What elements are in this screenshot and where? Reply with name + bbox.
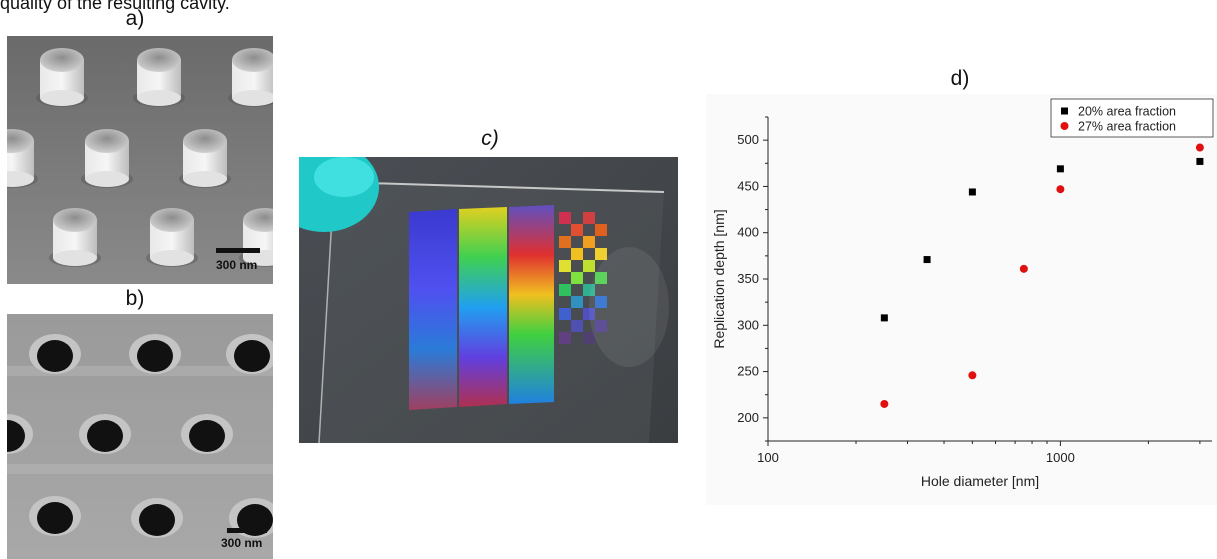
legend-label: 27% area fraction — [1078, 120, 1176, 134]
y-tick-label: 450 — [737, 178, 759, 193]
x-axis-label: Hole diameter [nm] — [921, 473, 1039, 489]
legend-box — [1050, 98, 1214, 138]
preceding-text-line: quality of the resulting cavity. — [0, 0, 230, 13]
panel-label-d: d) — [950, 67, 970, 90]
data-point-square — [880, 314, 888, 322]
y-tick-label: 500 — [737, 132, 759, 147]
y-tick-label: 350 — [737, 271, 759, 286]
data-point-circle — [1056, 185, 1065, 194]
scale-bar-label: 300 nm — [221, 536, 262, 550]
data-point-square — [1196, 157, 1204, 165]
data-point-square — [1056, 165, 1064, 173]
y-tick-label: 400 — [737, 225, 759, 240]
y-tick-label: 300 — [737, 317, 759, 332]
data-point-circle — [1019, 264, 1028, 273]
chart-svg: 200 250 300 350 400 450 500 100 1000 Hole diamete… — [706, 94, 1217, 505]
data-point-circle — [968, 371, 977, 380]
data-point-square — [923, 256, 931, 264]
legend-marker-circle — [1060, 122, 1069, 130]
x-tick-label: 100 — [757, 450, 779, 465]
chart-background — [706, 94, 1217, 505]
y-tick-label: 200 — [737, 410, 759, 425]
data-point-circle — [1195, 143, 1204, 152]
x-tick-label: 1000 — [1046, 450, 1075, 465]
y-tick-label: 250 — [737, 364, 759, 379]
y-axis-label: Replication depth [nm] — [711, 209, 727, 348]
sem-image-holes: 300 nm — [7, 314, 273, 559]
panel-label-c: c) — [481, 127, 499, 150]
sem-image-pillars: 300 nm — [7, 36, 273, 284]
photo-diffraction-sample — [299, 157, 678, 443]
data-point-circle — [880, 399, 889, 408]
replication-depth-chart: 200 250 300 350 400 450 500 100 1000 Hole diamete… — [706, 94, 1217, 505]
panel-label-a: a) — [125, 7, 145, 30]
scale-bar-label: 300 nm — [216, 258, 257, 272]
legend-label: 20% area fraction — [1078, 105, 1176, 119]
legend-marker-square — [1061, 107, 1068, 115]
panel-label-b: b) — [125, 287, 145, 310]
data-point-square — [968, 188, 976, 196]
